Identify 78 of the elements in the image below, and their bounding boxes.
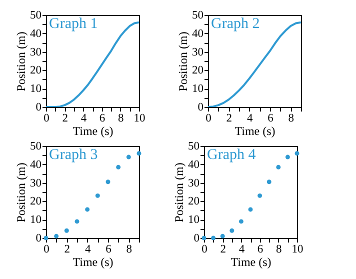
x-tick-label: 10 — [292, 244, 304, 256]
y-tick-label: 20 — [30, 64, 42, 77]
point — [248, 207, 253, 212]
x-axis-title: Time (s) — [72, 255, 114, 269]
x-tick-label: 2 — [62, 112, 68, 124]
point — [266, 180, 272, 184]
chart-title: Graph 4 — [207, 147, 256, 163]
x-tick-label: 10 — [134, 112, 146, 124]
point — [220, 234, 225, 238]
point — [95, 193, 100, 198]
y-tick-label: 40 — [192, 28, 204, 40]
y-tick-label: 0 — [198, 102, 204, 114]
y-tick-label: 10 — [30, 214, 42, 226]
chart-title: Graph 1 — [49, 16, 98, 32]
y-tick-label: 0 — [36, 102, 42, 114]
y-tick-label: 10 — [188, 214, 200, 226]
point — [230, 228, 234, 233]
point — [258, 193, 262, 198]
point — [285, 154, 290, 160]
y-tick-label: 30 — [192, 46, 204, 58]
y-axis-title: Position (m) — [172, 162, 186, 222]
y-tick-label: 40 — [188, 158, 200, 171]
x-tick-label: 4 — [80, 112, 87, 124]
point — [126, 154, 131, 160]
point — [211, 236, 216, 240]
y-tick-label: 30 — [30, 46, 42, 58]
y-tick-label: 0 — [36, 232, 42, 244]
x-tick-label: 8 — [118, 112, 124, 124]
point — [106, 180, 110, 184]
y-tick-label: 50 — [192, 10, 204, 22]
x-axis-title: Time (s) — [230, 255, 272, 269]
x-tick-label: 8 — [288, 112, 294, 124]
x-tick-label: 6 — [257, 244, 264, 256]
y-tick-label: 50 — [30, 140, 42, 152]
y-tick-label: 30 — [188, 177, 200, 190]
point — [136, 151, 142, 156]
point — [276, 164, 281, 170]
point — [202, 236, 206, 240]
y-tick-label: 30 — [30, 177, 42, 190]
y-tick-label: 10 — [30, 83, 42, 96]
y-tick-label: 50 — [30, 10, 42, 22]
x-axis-title: Time (s) — [234, 124, 276, 138]
x-tick-label: 0 — [206, 112, 212, 124]
point — [85, 207, 90, 212]
chart-title: Graph 2 — [211, 16, 260, 32]
point — [294, 151, 300, 156]
x-tick-label: 2 — [226, 112, 232, 124]
y-tick-label: 20 — [30, 196, 42, 208]
x-tick-label: 8 — [126, 244, 132, 256]
x-tick-label: 4 — [246, 112, 253, 124]
y-tick-label: 0 — [194, 232, 200, 244]
x-tick-label: 0 — [44, 112, 50, 124]
y-axis-title: Position (m) — [14, 162, 28, 222]
point — [44, 236, 48, 240]
x-axis-title: Time (s) — [72, 124, 114, 138]
x-tick-label: 6 — [106, 244, 112, 256]
y-tick-label: 50 — [188, 140, 200, 152]
point — [64, 228, 69, 233]
y-axis-title: Position (m) — [176, 32, 190, 92]
point — [116, 164, 121, 170]
x-tick-label: 2 — [220, 244, 226, 256]
x-tick-label: 2 — [64, 244, 70, 256]
x-tick-label: 6 — [268, 112, 274, 124]
point — [74, 219, 80, 224]
y-axis-title: Position (m) — [14, 32, 28, 92]
x-tick-label: 4 — [84, 244, 91, 256]
y-tick-label: 40 — [30, 158, 42, 171]
x-tick-label: 4 — [238, 244, 245, 256]
chart-title: Graph 3 — [49, 147, 98, 163]
y-tick-label: 20 — [188, 196, 200, 208]
x-tick-label: 8 — [276, 244, 282, 256]
y-tick-label: 40 — [30, 28, 42, 40]
x-tick-label: 6 — [99, 112, 106, 124]
y-tick-label: 10 — [192, 83, 204, 96]
point — [54, 234, 59, 238]
point — [238, 219, 244, 224]
x-tick-label: 0 — [44, 244, 50, 256]
y-tick-label: 20 — [192, 64, 204, 77]
